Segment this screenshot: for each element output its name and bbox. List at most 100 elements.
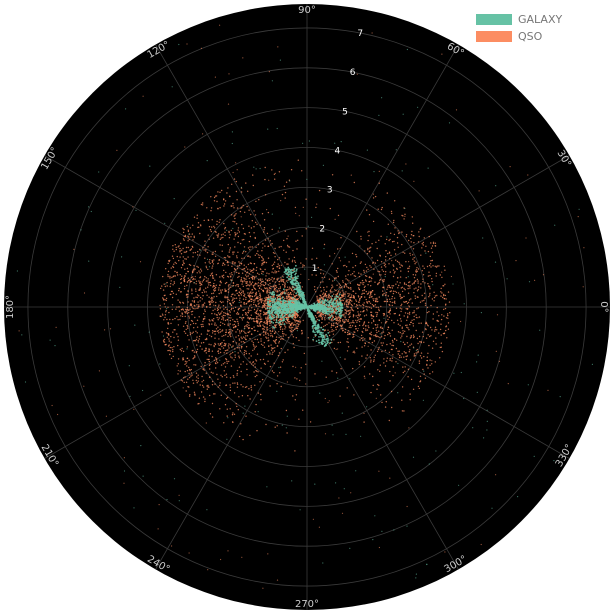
point-qso [162, 275, 164, 278]
point-qso [182, 256, 184, 258]
point-qso [417, 296, 419, 298]
point-qso [444, 294, 447, 297]
point-qso [218, 348, 220, 350]
point-qso [266, 291, 268, 293]
point-qso [347, 333, 349, 336]
point-qso [211, 219, 213, 221]
point-qso [204, 244, 206, 247]
point-qso [191, 350, 193, 352]
point-qso [235, 233, 237, 236]
point-qso [213, 393, 215, 395]
point-qso [286, 238, 288, 240]
point-qso [383, 314, 385, 317]
point-qso [206, 385, 208, 387]
point-qso [341, 328, 344, 330]
point-qso [259, 381, 261, 383]
point-qso [220, 364, 223, 366]
point-qso [250, 389, 253, 391]
point-qso [425, 337, 428, 339]
point-qso [256, 223, 258, 225]
point-qso [257, 296, 259, 298]
point-qso [351, 325, 354, 327]
point-qso [232, 282, 235, 284]
point-qso [387, 318, 389, 321]
point-qso [238, 295, 240, 297]
point-qso [394, 300, 396, 302]
point-galaxy [272, 322, 275, 324]
point-qso [191, 306, 194, 308]
point-qso [246, 335, 249, 337]
point-qso [205, 352, 207, 354]
point-qso [401, 303, 403, 305]
point-qso [294, 450, 296, 452]
point-qso [253, 295, 256, 297]
point-qso [328, 278, 331, 280]
point-qso [388, 351, 391, 353]
point-qso [227, 335, 229, 338]
point-qso [272, 263, 275, 265]
point-qso [427, 275, 430, 277]
point-qso [246, 288, 248, 290]
point-qso [429, 364, 431, 366]
point-qso [240, 277, 243, 279]
point-qso [363, 271, 365, 273]
point-qso [368, 214, 371, 216]
point-qso [237, 229, 239, 231]
point-qso [301, 235, 303, 237]
point-qso [366, 209, 368, 211]
point-qso [196, 336, 198, 338]
point-qso [311, 247, 314, 249]
point-qso [194, 356, 196, 358]
point-qso [390, 210, 393, 213]
point-qso [234, 214, 236, 216]
point-qso [325, 296, 327, 298]
point-qso [240, 341, 242, 343]
point-qso [248, 209, 250, 211]
point-qso [377, 369, 379, 371]
point-qso [426, 359, 428, 362]
point-qso [258, 273, 260, 276]
point-qso [171, 304, 174, 306]
point-qso [336, 271, 338, 273]
point-qso [204, 338, 207, 341]
point-qso [432, 313, 435, 315]
point-qso [245, 274, 247, 276]
point-qso [213, 200, 216, 202]
point-qso [239, 287, 241, 290]
point-qso [231, 414, 234, 416]
point-qso [176, 333, 178, 335]
point-qso [413, 311, 415, 314]
point-qso [353, 303, 356, 305]
point-qso [348, 322, 351, 324]
point-qso [235, 223, 238, 225]
point-qso [239, 297, 241, 299]
point-qso [403, 287, 405, 290]
point-qso [197, 340, 199, 342]
point-qso [438, 315, 440, 317]
point-qso [361, 346, 363, 348]
point-qso [187, 229, 189, 231]
point-qso [410, 237, 412, 240]
point-qso [228, 237, 231, 239]
point-qso [169, 346, 171, 349]
grid-layer [4, 4, 610, 610]
point-galaxy [274, 301, 277, 304]
point-qso [202, 303, 205, 306]
point-qso [374, 281, 376, 283]
point-qso [412, 254, 414, 256]
point-qso [440, 287, 442, 290]
point-qso [377, 324, 379, 326]
point-qso [392, 292, 395, 295]
point-qso [217, 235, 219, 237]
point-qso [387, 295, 389, 297]
point-qso [187, 334, 189, 337]
point-qso [337, 320, 339, 322]
point-qso [426, 311, 429, 314]
point-qso [372, 262, 374, 264]
point-qso [352, 314, 355, 317]
point-qso [227, 288, 230, 291]
point-qso [198, 335, 201, 338]
point-qso [236, 271, 238, 274]
point-qso [403, 351, 405, 353]
point-qso [359, 314, 362, 316]
